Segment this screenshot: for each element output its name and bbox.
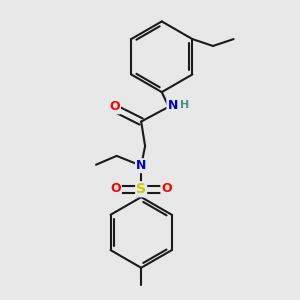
Text: O: O — [110, 182, 121, 195]
Text: O: O — [161, 182, 172, 195]
Text: N: N — [167, 99, 178, 112]
Text: N: N — [136, 159, 146, 172]
Text: S: S — [136, 182, 146, 196]
Text: O: O — [110, 100, 120, 113]
Text: H: H — [180, 100, 189, 110]
